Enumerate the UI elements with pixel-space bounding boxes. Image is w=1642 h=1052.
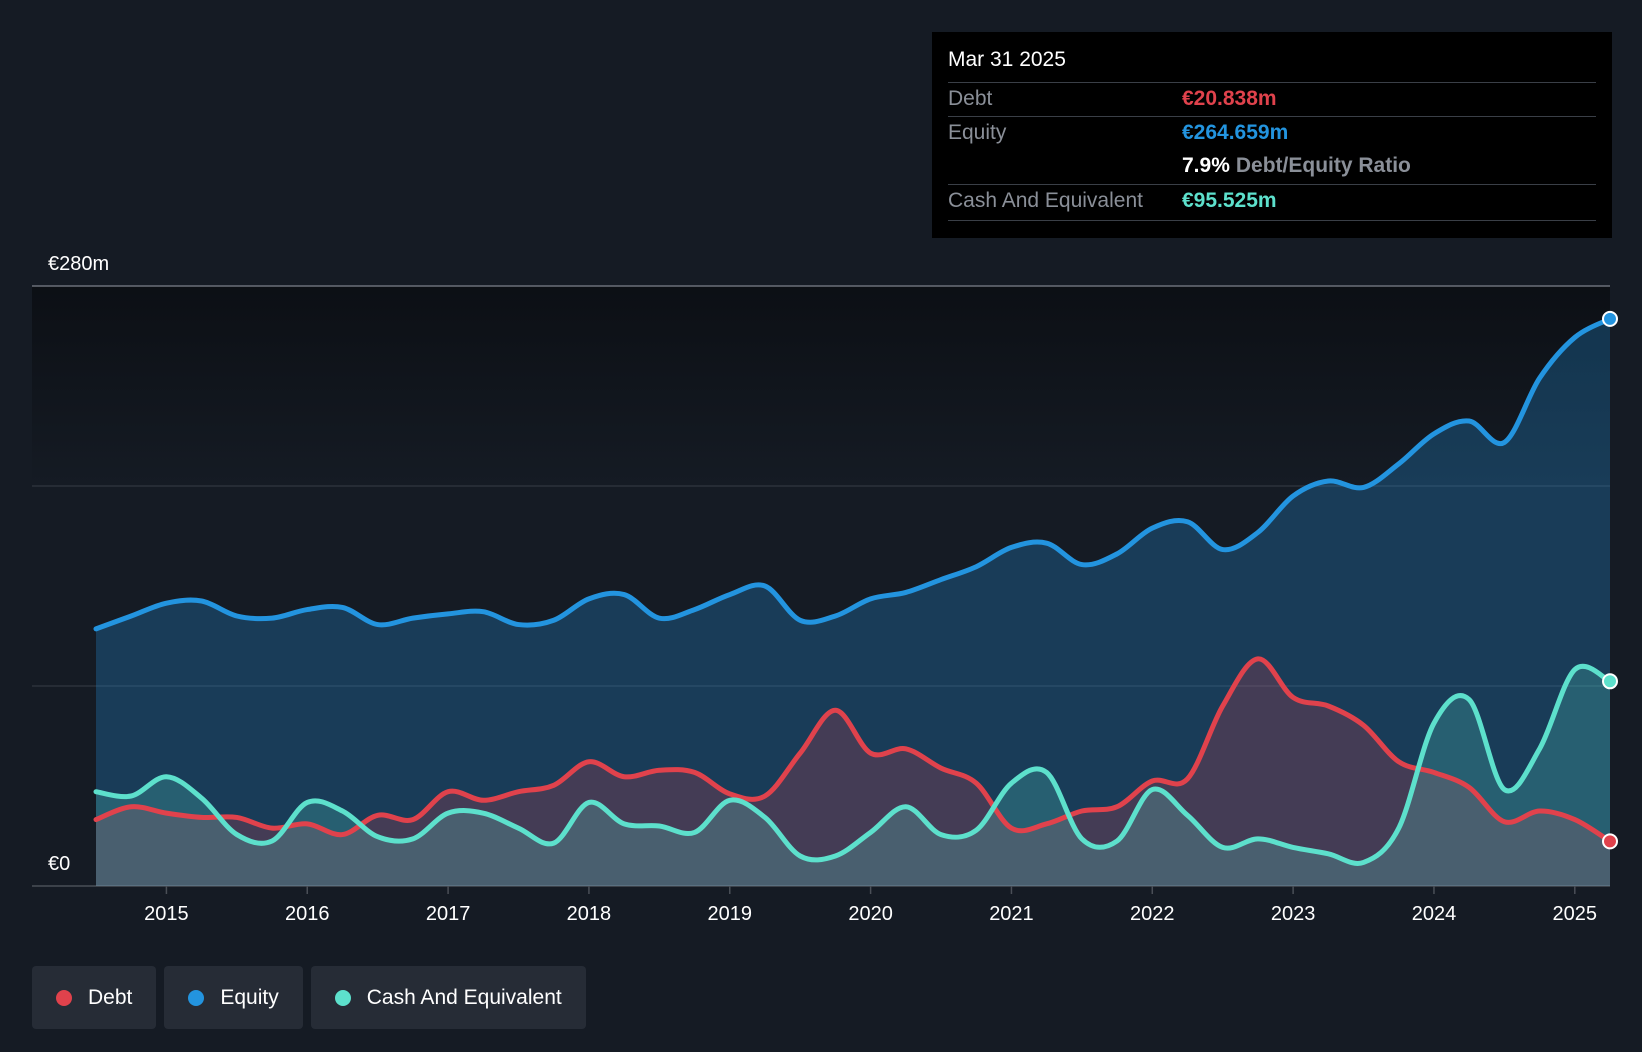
legend-cash-label: Cash And Equivalent: [366, 985, 562, 1009]
x-tick-label: 2023: [1271, 903, 1316, 925]
tooltip-row-cash: Cash And Equivalent €95.525m: [948, 184, 1596, 219]
legend-item-debt[interactable]: Debt: [32, 966, 157, 1029]
tooltip-row-ratio: 7.9% Debt/Equity Ratio: [948, 150, 1596, 184]
legend-equity-label: Equity: [220, 985, 279, 1009]
x-tick-label: 2018: [567, 903, 612, 925]
tooltip-ratio-label: Debt/Equity Ratio: [1235, 154, 1411, 177]
tooltip-divider: [948, 220, 1596, 221]
equity-end-point[interactable]: [1602, 310, 1618, 327]
cash-and-equivalent-end-point[interactable]: [1602, 673, 1618, 690]
y-axis-bottom-label: €0: [48, 853, 70, 875]
plot-shade: [32, 286, 1610, 486]
legend-item-equity[interactable]: Equity: [164, 966, 303, 1029]
equity-dot-icon: [188, 989, 205, 1006]
x-tick-label: 2020: [848, 903, 893, 925]
cash-and-equivalent-line: [93, 663, 1613, 866]
x-tick-label: 2024: [1412, 903, 1457, 925]
equity-line: [93, 316, 1613, 632]
tooltip-equity-value: €264.659m: [1182, 121, 1289, 144]
tooltip-cash-value: €95.525m: [1182, 189, 1277, 212]
x-tick-label: 2017: [426, 903, 471, 925]
tooltip-row-equity: Equity €264.659m: [948, 116, 1596, 151]
tooltip-date: Mar 31 2025: [948, 48, 1066, 71]
x-tick-label: 2019: [708, 903, 753, 925]
cash-and-equivalent-area: [96, 666, 1610, 886]
x-tick-label: 2022: [1130, 903, 1175, 925]
tooltip-debt-label: Debt: [948, 87, 993, 110]
tooltip-debt-value: €20.838m: [1182, 87, 1277, 110]
cash-dot-icon: [334, 989, 351, 1006]
tooltip-panel: Mar 31 2025 Debt €20.838m Equity €264.65…: [932, 32, 1612, 238]
debt-line: [93, 656, 1613, 844]
debt-dot-icon: [56, 989, 72, 1006]
tooltip-cash-label: Cash And Equivalent: [948, 189, 1143, 212]
x-tick-label: 2015: [144, 903, 189, 925]
tooltip-equity-label: Equity: [948, 121, 1007, 144]
y-axis-top-label: €280m: [48, 253, 109, 275]
tooltip-row-debt: Debt €20.838m: [948, 82, 1596, 117]
x-tick-label: 2016: [285, 903, 330, 925]
legend: Debt Equity Cash And Equivalent: [32, 966, 586, 1029]
debt-end-point[interactable]: [1602, 833, 1618, 850]
x-tick-label: 2021: [989, 903, 1034, 925]
equity-area: [96, 318, 1610, 887]
legend-item-cash[interactable]: Cash And Equivalent: [310, 966, 586, 1029]
debt-area: [96, 658, 1610, 886]
tooltip-ratio-value: 7.9%: [1182, 154, 1230, 177]
legend-debt-label: Debt: [88, 985, 133, 1009]
tooltip-ratio: 7.9% Debt/Equity Ratio: [1182, 154, 1411, 178]
x-tick-label: 2025: [1553, 903, 1598, 925]
